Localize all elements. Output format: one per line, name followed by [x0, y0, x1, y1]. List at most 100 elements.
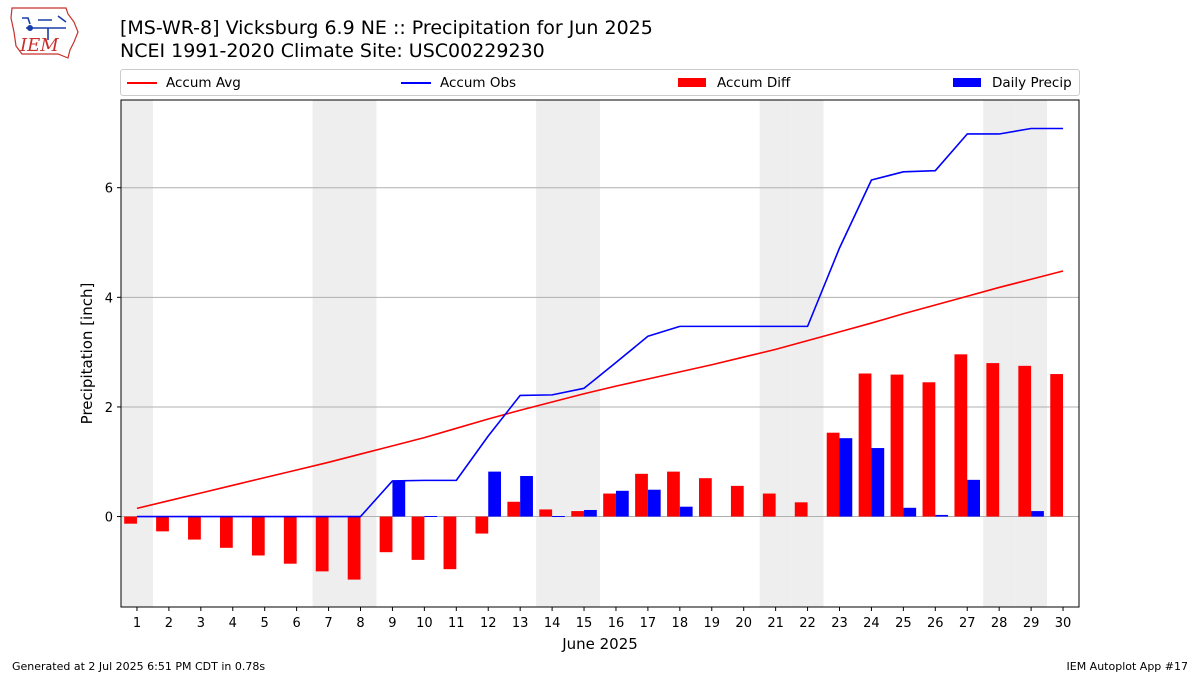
bar-daily-precip-29: [1031, 511, 1044, 517]
legend-item-accum-avg: Accum Avg: [127, 70, 241, 95]
x-tick-label-18: 18: [672, 616, 689, 631]
x-tick-label-2: 2: [165, 616, 173, 631]
legend-item-accum-diff: Accum Diff: [678, 70, 790, 95]
y-tick-label-2: 2: [105, 401, 113, 416]
legend-swatch-accum-avg: [127, 81, 157, 84]
x-tick-label-23: 23: [831, 616, 848, 631]
legend-swatch-daily-precip: [953, 78, 981, 87]
bar-accum-diff-26: [922, 382, 936, 517]
bar-accum-diff-4: [219, 516, 233, 548]
bar-accum-diff-10: [411, 516, 425, 560]
bar-daily-precip-16: [615, 490, 629, 517]
x-tick-label-21: 21: [767, 616, 784, 631]
x-tick-label-28: 28: [991, 616, 1008, 631]
weekend-band-15: [568, 100, 600, 607]
x-tick-label-6: 6: [292, 616, 300, 631]
line-accum-avg: [136, 270, 1064, 510]
x-tick-label-8: 8: [356, 616, 364, 631]
y-tick-label-6: 6: [105, 182, 113, 197]
legend-label-accum-avg: Accum Avg: [166, 74, 241, 91]
bar-accum-diff-2: [156, 516, 169, 532]
bar-daily-precip-26: [935, 514, 949, 517]
x-axis-label: June 2025: [561, 635, 638, 653]
bar-accum-diff-24: [858, 373, 872, 517]
bar-accum-diff-14: [539, 509, 553, 517]
bar-daily-precip-25: [903, 507, 917, 517]
weekend-band-1: [121, 100, 153, 607]
legend-item-daily-precip: Daily Precip: [953, 70, 1072, 95]
x-tick-label-7: 7: [324, 616, 332, 631]
x-tick-label-1: 1: [133, 616, 141, 631]
bar-daily-precip-12: [488, 471, 502, 517]
x-tick-label-9: 9: [388, 616, 396, 631]
x-tick-label-30: 30: [1055, 616, 1072, 631]
y-tick-label-4: 4: [105, 291, 113, 306]
series-lines: [136, 127, 1064, 518]
bar-daily-precip-13: [520, 476, 533, 517]
bar-accum-diff-7: [315, 516, 329, 572]
bar-daily-precip-9: [392, 480, 406, 517]
bar-daily-precip-14: [552, 516, 565, 518]
line-accum-obs: [136, 127, 1064, 518]
weekend-band-22: [791, 100, 824, 607]
x-tick-label-11: 11: [448, 616, 465, 631]
logo-text: IEM: [19, 35, 59, 56]
bar-daily-precip-10: [424, 516, 438, 518]
x-tick-label-20: 20: [735, 616, 752, 631]
bar-accum-diff-23: [826, 432, 840, 517]
bar-accum-diff-16: [603, 493, 616, 517]
bars: [124, 354, 1064, 580]
bar-accum-diff-21: [762, 493, 776, 517]
bar-accum-diff-30: [1050, 374, 1064, 517]
bar-accum-diff-11: [443, 516, 457, 570]
weekend-band-14: [536, 100, 569, 607]
legend-label-daily-precip: Daily Precip: [992, 74, 1072, 91]
x-tick-label-25: 25: [895, 616, 912, 631]
y-axis-ticks: 0 2 4 6: [105, 182, 121, 526]
bar-accum-diff-13: [507, 501, 521, 517]
iem-logo: IEM: [8, 6, 82, 60]
bar-accum-diff-1: [124, 516, 137, 524]
bar-accum-diff-5: [251, 516, 265, 556]
bar-accum-diff-28: [986, 363, 1000, 517]
bar-accum-diff-22: [794, 502, 808, 517]
bar-accum-diff-15: [571, 511, 585, 517]
bar-accum-diff-3: [188, 516, 201, 540]
legend-swatch-accum-obs: [401, 81, 431, 84]
bar-accum-diff-25: [890, 374, 904, 517]
x-tick-label-24: 24: [863, 616, 880, 631]
bar-daily-precip-27: [967, 479, 981, 517]
x-tick-label-15: 15: [576, 616, 593, 631]
x-tick-label-3: 3: [197, 616, 205, 631]
weekend-band-28: [983, 100, 1016, 607]
bar-accum-diff-18: [667, 471, 680, 517]
x-axis-ticks: 1 2 3 4 5 6 7 8 9 10 11 12 13 14 15 16 17 18 19 20 21 22 23 24 2…: [133, 607, 1071, 631]
bar-daily-precip-24: [871, 448, 885, 517]
bar-accum-diff-27: [954, 354, 968, 517]
legend-item-accum-obs: Accum Obs: [401, 70, 516, 95]
bar-daily-precip-23: [839, 438, 853, 517]
bar-accum-diff-19: [698, 478, 712, 517]
bar-daily-precip-18: [679, 506, 693, 517]
legend-label-accum-diff: Accum Diff: [717, 74, 791, 91]
bar-daily-precip-17: [647, 489, 661, 517]
x-tick-label-29: 29: [1023, 616, 1040, 631]
bar-accum-diff-8: [347, 516, 361, 580]
x-tick-label-5: 5: [261, 616, 269, 631]
x-tick-label-12: 12: [480, 616, 497, 631]
legend-label-accum-obs: Accum Obs: [440, 74, 517, 91]
x-tick-label-13: 13: [512, 616, 529, 631]
weekend-band-29: [1015, 100, 1048, 607]
legend: Accum Avg Accum Obs Accum Diff Daily Pre…: [120, 69, 1080, 96]
bar-daily-precip-15: [584, 509, 597, 517]
chart-subtitle: NCEI 1991-2020 Climate Site: USC00229230: [120, 40, 545, 62]
x-tick-label-4: 4: [229, 616, 237, 631]
x-tick-label-16: 16: [608, 616, 625, 631]
bar-accum-diff-9: [379, 516, 393, 553]
bar-accum-diff-17: [635, 473, 648, 517]
y-axis-label: Precipitation [inch]: [78, 283, 96, 425]
x-tick-label-22: 22: [799, 616, 816, 631]
bar-accum-diff-12: [475, 516, 489, 534]
plot-frame: [120, 99, 1080, 608]
legend-swatch-accum-diff: [678, 78, 706, 87]
